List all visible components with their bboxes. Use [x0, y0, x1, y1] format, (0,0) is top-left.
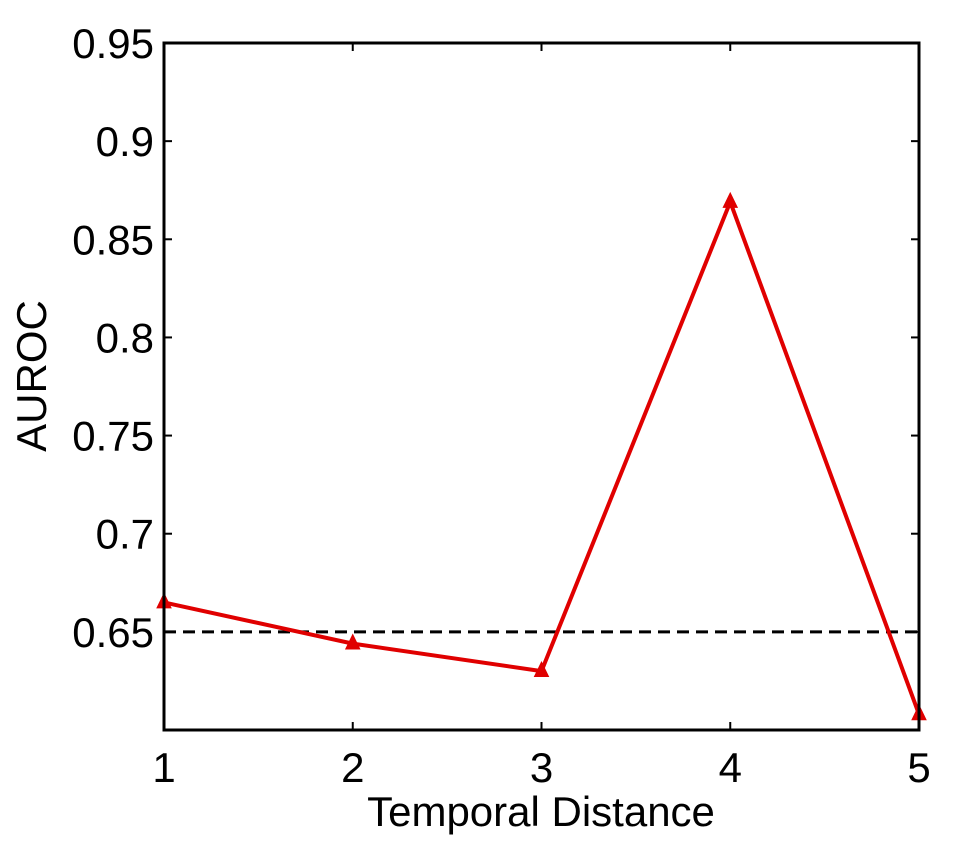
y-tick-label: 0.8	[96, 314, 154, 361]
x-tick-label: 3	[530, 744, 553, 791]
y-tick-label: 0.95	[72, 20, 154, 67]
x-tick-label: 1	[152, 744, 175, 791]
data-point-marker	[533, 660, 550, 678]
plot-background	[164, 43, 919, 730]
y-tick-label: 0.9	[96, 118, 154, 165]
data-point-marker	[722, 191, 739, 208]
x-tick-label: 2	[341, 744, 364, 791]
tick-label-layer: 1 2 3 4 5 0.65 0.7 0.75 0.8 0.85 0.9 0.95	[72, 20, 930, 791]
x-tick-label: 5	[907, 744, 930, 791]
y-tick-label: 0.85	[72, 216, 154, 263]
y-axis-label: AUROC	[8, 300, 55, 452]
y-tick-label: 0.75	[72, 413, 154, 460]
data-point-marker	[344, 633, 361, 650]
x-axis-label: Temporal Distance	[367, 788, 715, 835]
x-tick-label: 4	[719, 744, 742, 791]
tick-layer	[163, 42, 920, 730]
y-tick-label: 0.7	[96, 511, 154, 558]
y-tick-label: 0.65	[72, 609, 154, 656]
